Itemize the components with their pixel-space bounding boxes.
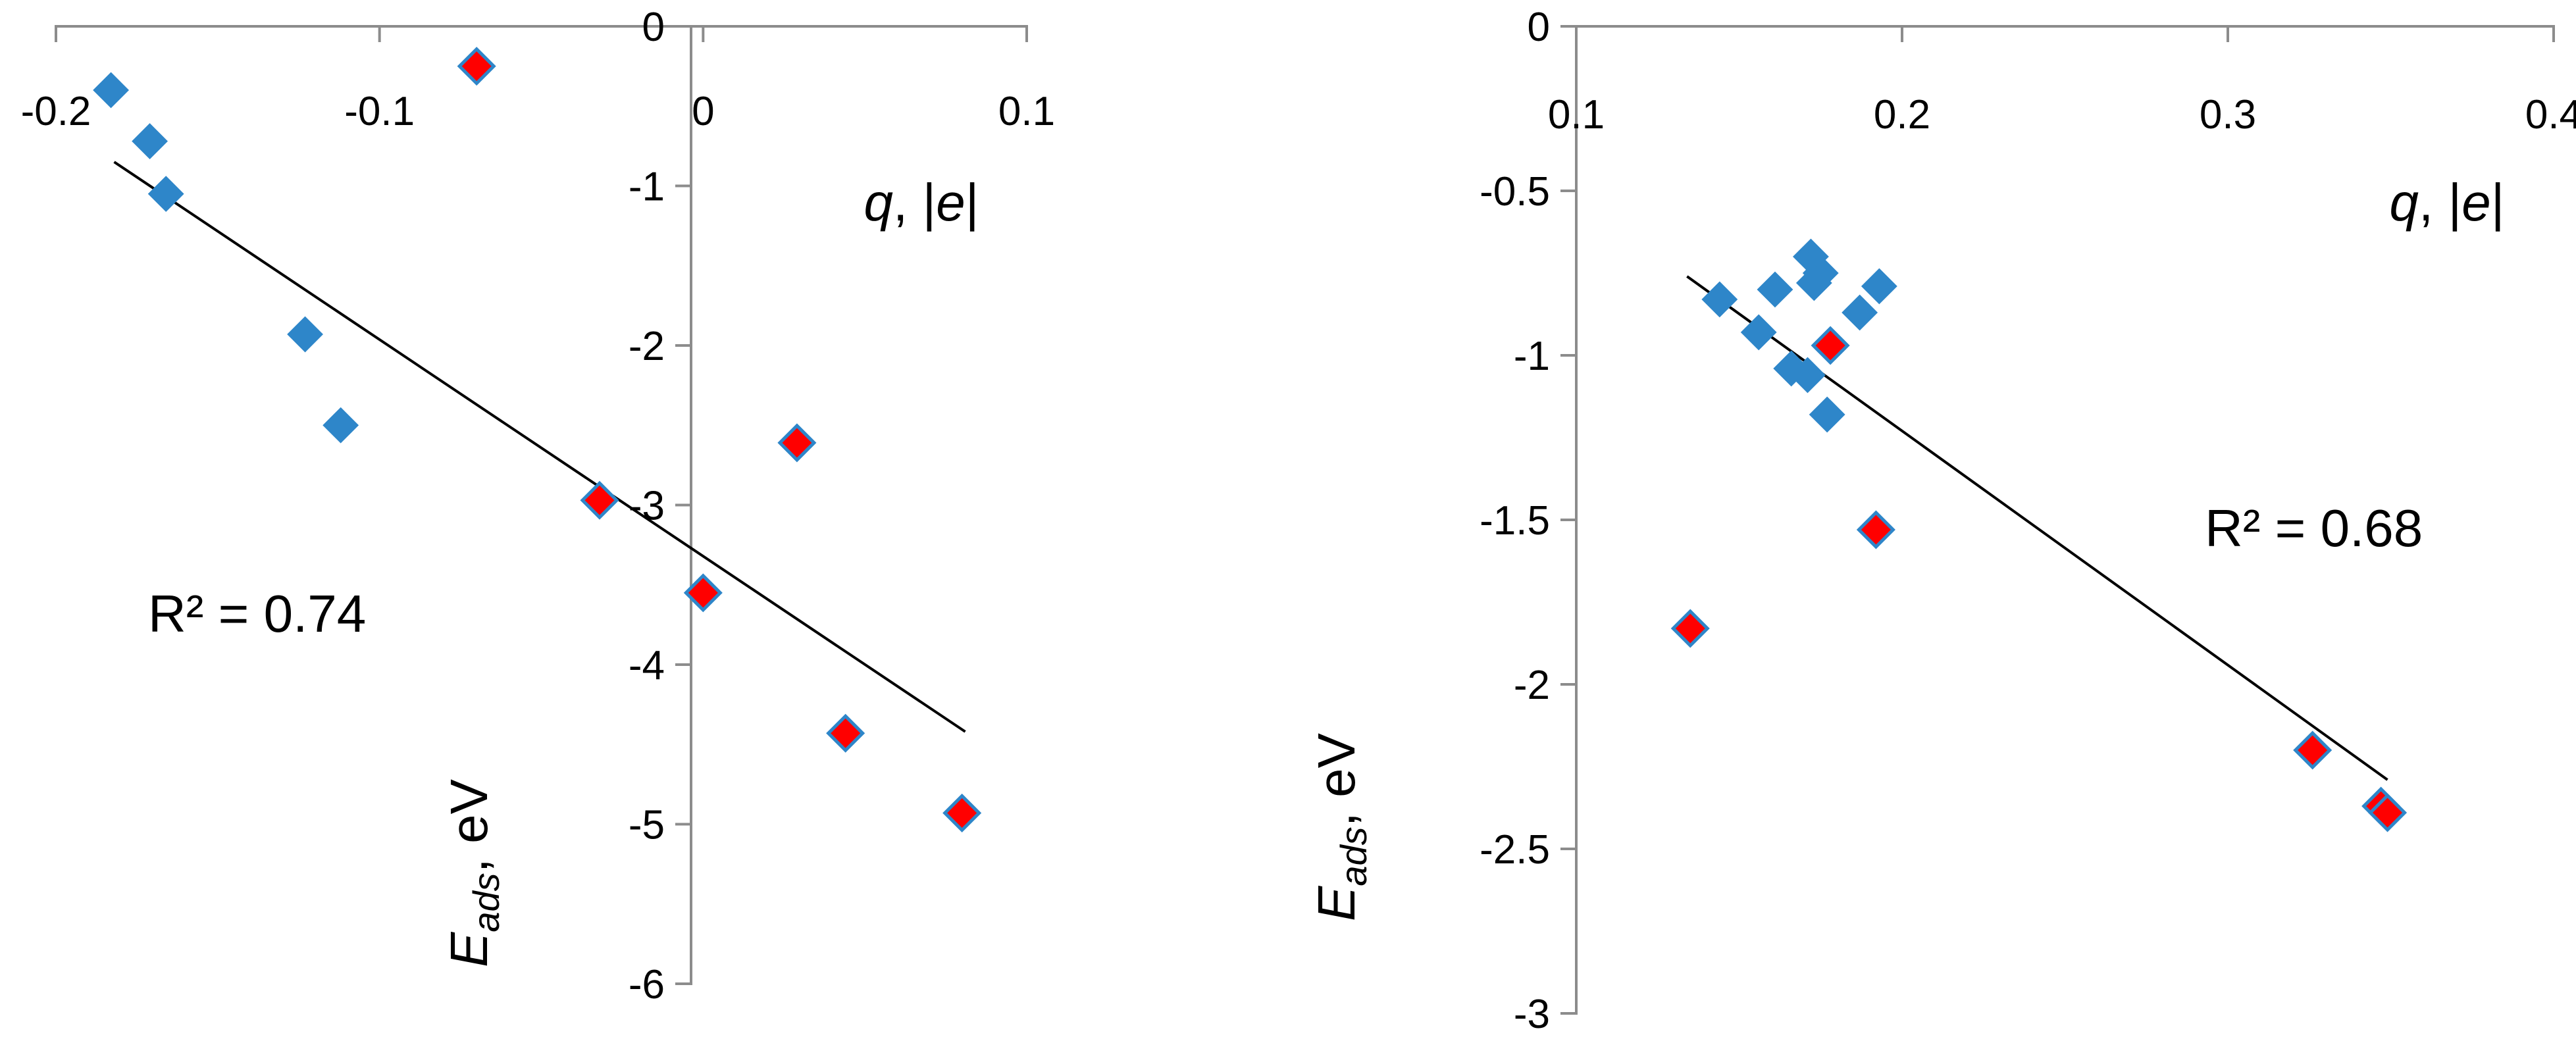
data-point-red [2293,730,2332,770]
x-axis-label: q, |e| [2389,173,2504,232]
x-tick-label: 0.1 [1548,92,1605,138]
y-axis-label: Eads, eV [1307,732,1374,921]
y-tick-label: -0.5 [1480,169,1550,215]
trendline [1686,275,2388,781]
x-tick-label: 0.3 [2200,92,2256,138]
y-tick-label: -4 [629,643,665,688]
r-squared-label: R² = 0.74 [148,584,366,643]
y-tick-label: 0 [642,5,665,50]
data-point-blue [132,123,168,160]
data-point-blue [1701,281,1738,318]
data-point-blue [1740,314,1777,351]
data-point-red [1670,609,1710,648]
y-tick-label: -1.5 [1480,498,1550,544]
y-tick-label: -3 [1514,992,1550,1037]
x-tick-label: 0.2 [1874,92,1930,138]
data-point-blue [1809,396,1845,433]
y-tick-label: -1 [1514,334,1550,379]
data-point-blue [1861,268,1897,305]
data-point-blue [322,407,359,444]
data-point-red [2368,793,2408,832]
trendline [113,161,966,733]
y-axis-label: Eads, eV [440,778,507,967]
data-point-blue [147,176,184,213]
data-point-blue [1790,357,1826,394]
data-point-blue [93,72,129,109]
x-tick-label: -0.1 [344,89,415,134]
chart-panel-2: 0.1 0.2 0.3 0.4 0 -0.5 -1 -1.5 -2 -2.5 -3 q, |e| Ead… [1307,5,2576,1037]
data-point-red [942,793,982,833]
data-point-blue [1795,265,1832,301]
x-tick-label: 0 [692,89,714,134]
x-tick-label: 0.4 [2525,92,2576,138]
data-point-red [777,423,817,463]
data-point-red [683,573,723,613]
y-tick-label: -2.5 [1480,827,1550,873]
x-tick-label: -0.2 [21,89,91,134]
data-point-red [457,47,496,86]
data-point-red [826,713,865,753]
y-tick-label: -6 [629,962,665,1007]
data-point-blue [1757,271,1793,308]
y-tick-label: -5 [629,803,665,848]
x-tick-label: 0.1 [998,89,1055,134]
y-tick-label: 0 [1528,5,1550,50]
data-point-red [1856,510,1895,549]
y-tick-label: -3 [629,484,665,529]
data-point-blue [287,316,323,353]
chart-panel-1: -0.2 -0.1 0 0.1 0 -1 -2 -3 -4 -5 -6 q, |e| Eads, eV R… [21,5,1056,1007]
y-tick-label: -2 [1514,663,1550,708]
y-tick-label: -1 [629,165,665,210]
data-point-blue [1842,294,1878,331]
x-axis-label: q, |e| [863,173,979,232]
r-squared-label: R² = 0.68 [2205,499,2423,557]
data-point-red [1811,326,1850,365]
y-tick-label: -2 [629,324,665,369]
data-point-red [580,480,619,520]
